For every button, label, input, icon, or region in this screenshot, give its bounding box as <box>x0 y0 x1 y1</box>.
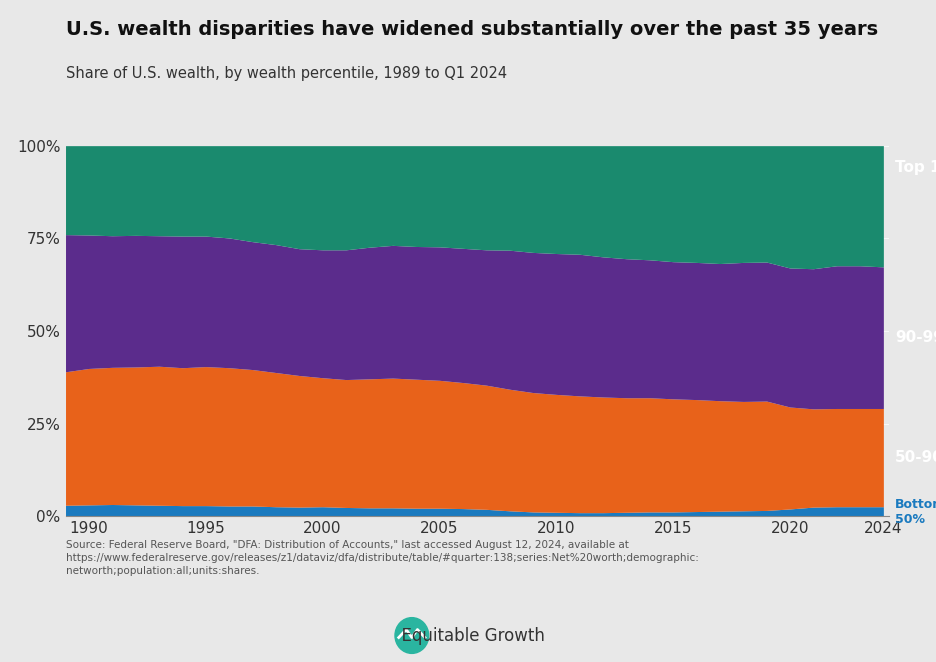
Text: Source: Federal Reserve Board, "DFA: Distribution of Accounts," last accessed Au: Source: Federal Reserve Board, "DFA: Dis… <box>66 540 698 576</box>
Text: Equitable Growth: Equitable Growth <box>391 626 545 645</box>
Circle shape <box>395 618 429 653</box>
Text: Share of U.S. wealth, by wealth percentile, 1989 to Q1 2024: Share of U.S. wealth, by wealth percenti… <box>66 66 506 81</box>
Text: Top 1%: Top 1% <box>895 160 936 175</box>
Text: U.S. wealth disparities have widened substantially over the past 35 years: U.S. wealth disparities have widened sub… <box>66 20 878 39</box>
Text: 90-99: 90-99 <box>895 330 936 345</box>
Text: 50-90: 50-90 <box>895 450 936 465</box>
Text: Bottom
50%: Bottom 50% <box>895 498 936 526</box>
